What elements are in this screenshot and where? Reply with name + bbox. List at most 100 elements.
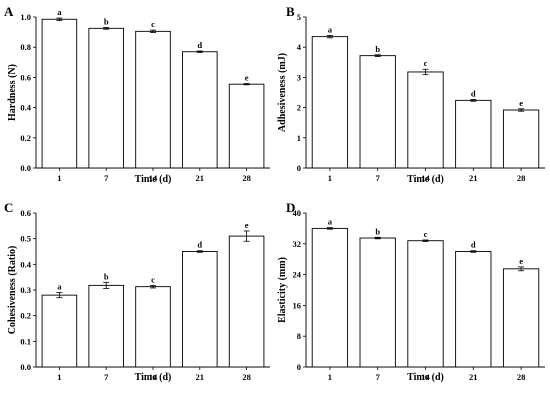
bar [182, 51, 218, 169]
x-tick-label: 21 [196, 173, 205, 183]
significance-label: e [519, 256, 523, 266]
y-tick-label: 5 [297, 12, 301, 22]
x-axis-label-b: Time (d) [407, 174, 444, 185]
significance-label: c [424, 58, 428, 68]
significance-label: a [57, 7, 62, 17]
y-tick-label: 0.1 [20, 336, 31, 346]
y-tick-label: 40 [293, 208, 302, 218]
bar [228, 235, 265, 368]
bar [135, 286, 171, 368]
x-tick-label: 28 [242, 173, 251, 183]
x-tick-label: 7 [376, 173, 381, 183]
x-tick-label: 21 [469, 173, 478, 183]
y-tick-label: 4 [297, 42, 302, 52]
significance-label: b [104, 271, 109, 281]
panel-letter-a: A [4, 4, 14, 19]
x-tick-label: 1 [57, 173, 61, 183]
chart-panel-c: C 0.0 0.1 0.2 0.3 0.4 0.5 0.6 a 1 b 7 c 14 d 21 e 28 Time … [4, 200, 270, 383]
y-tick-label: 32 [293, 239, 302, 249]
x-tick-label: 21 [469, 372, 478, 382]
y-tick-label: 1 [297, 133, 301, 143]
significance-label: b [375, 226, 380, 236]
x-tick-label: 7 [104, 372, 109, 382]
x-tick-label: 1 [57, 372, 61, 382]
y-tick-label: 16 [293, 300, 302, 310]
y-tick-label: 3 [297, 72, 301, 82]
y-tick-label: 0.2 [20, 133, 31, 143]
panel-letter-d: D [286, 200, 295, 215]
bar [359, 55, 396, 169]
y-tick-label: 0.4 [20, 259, 31, 269]
significance-label: a [328, 24, 333, 34]
bar [228, 83, 265, 169]
significance-label: d [197, 40, 202, 50]
y-axis-label-c: Cohesiveness (Ratio) [7, 246, 18, 335]
y-tick-label: 0.2 [20, 311, 31, 321]
x-tick-label: 28 [517, 173, 526, 183]
x-tick-label: 1 [328, 372, 332, 382]
bar [88, 27, 124, 169]
y-axis-label-d: Elasticity (mm) [277, 257, 288, 323]
x-tick-label: 14 [421, 372, 430, 382]
y-axis-label-b: Adhesiveness (mJ) [277, 53, 288, 132]
y-tick-label: 0 [297, 163, 301, 173]
chart-panel-a: A 0.0 0.2 0.4 0.6 0.8 1.0 a 1 b 7 c 14 d 21 e 28 Time (d)… [4, 4, 270, 185]
x-tick-label: 21 [196, 372, 205, 382]
x-axis-label-a: Time (d) [135, 174, 172, 185]
significance-label: a [328, 217, 333, 227]
y-tick-label: 0 [297, 362, 301, 372]
x-tick-label: 1 [328, 173, 332, 183]
chart-panel-d: D 0 8 16 24 32 40 a 1 b 7 c 14 d 21 e 28 Time (d) Elastici… [277, 200, 545, 383]
significance-label: c [151, 19, 155, 29]
bar [359, 237, 396, 368]
bar [455, 251, 492, 368]
y-tick-label: 0.0 [20, 163, 31, 173]
significance-label: e [519, 98, 523, 108]
x-tick-label: 14 [421, 173, 430, 183]
significance-label: e [245, 73, 249, 83]
significance-label: d [471, 88, 476, 98]
significance-label: e [245, 220, 249, 230]
bar [311, 36, 349, 169]
bar [182, 251, 218, 368]
bar [502, 268, 540, 368]
significance-label: b [104, 16, 109, 26]
x-axis-label-d: Time (d) [407, 372, 444, 383]
bar [88, 284, 124, 368]
y-tick-label: 2 [297, 103, 301, 113]
panel-letter-b: B [286, 4, 295, 19]
significance-label: c [424, 229, 428, 239]
x-tick-label: 14 [149, 372, 158, 382]
y-tick-label: 24 [293, 270, 302, 280]
bar [455, 99, 492, 169]
x-tick-label: 7 [104, 173, 109, 183]
y-tick-label: 0.8 [20, 42, 31, 52]
bar [311, 227, 349, 368]
bar [41, 18, 78, 169]
x-tick-label: 28 [242, 372, 251, 382]
y-tick-label: 0.3 [20, 285, 31, 295]
x-tick-label: 7 [376, 372, 381, 382]
significance-label: d [471, 240, 476, 250]
significance-label: a [57, 282, 62, 292]
x-axis-label-c: Time (d) [135, 372, 172, 383]
y-tick-label: 0.6 [20, 208, 31, 218]
panel-letter-c: C [4, 200, 13, 215]
y-tick-label: 8 [297, 331, 301, 341]
bar [407, 240, 444, 368]
significance-label: d [197, 240, 202, 250]
x-tick-label: 28 [517, 372, 526, 382]
bar [407, 71, 444, 169]
bar [41, 294, 78, 368]
chart-panel-b: B 0 1 2 3 4 5 a 1 b 7 c 14 d 21 e 28 Time (d) Adhesiveness… [277, 4, 545, 185]
significance-label: c [151, 274, 155, 284]
y-tick-label: 0.5 [20, 234, 31, 244]
y-tick-label: 1.0 [20, 12, 31, 22]
significance-label: b [375, 44, 380, 54]
bar [135, 30, 171, 169]
y-tick-label: 0.4 [20, 103, 31, 113]
y-axis-label-a: Hardness (N) [7, 64, 18, 121]
y-tick-label: 0.0 [20, 362, 31, 372]
